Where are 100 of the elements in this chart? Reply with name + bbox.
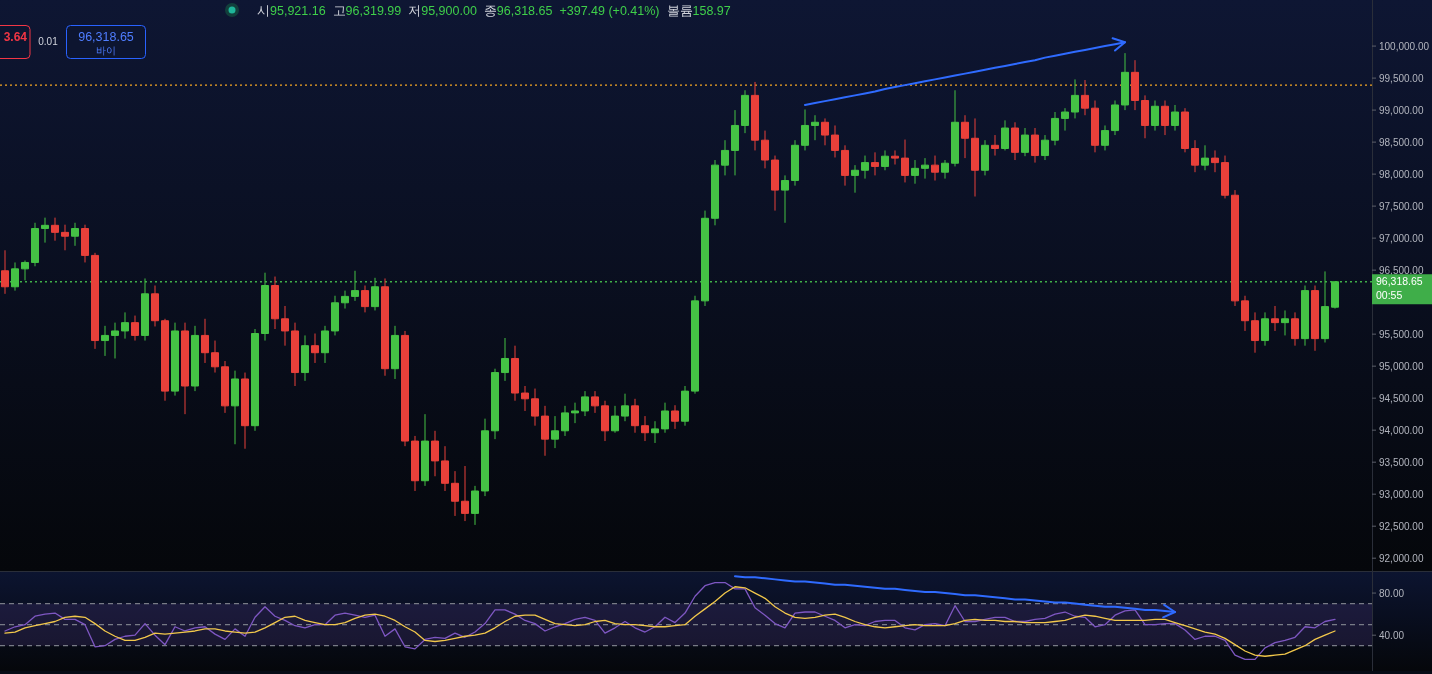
candlestick (1231, 189, 1239, 307)
candlestick (751, 81, 759, 151)
candlestick (481, 418, 489, 497)
candlestick (761, 130, 769, 169)
candlestick (111, 322, 119, 359)
candlestick (661, 402, 669, 434)
candlestick (241, 372, 249, 450)
candlestick (881, 149, 889, 171)
y-tick-label: 93,500.00 (1379, 456, 1424, 468)
candlestick (31, 222, 39, 267)
candlestick (781, 174, 789, 224)
annotation: 저 (408, 4, 422, 18)
candlestick (521, 385, 529, 412)
candlestick (681, 385, 689, 427)
candlestick (1101, 124, 1109, 151)
candlestick (941, 159, 949, 180)
candlestick (581, 390, 589, 417)
candlestick (1171, 104, 1179, 132)
candlestick (171, 322, 179, 397)
candlestick (411, 435, 419, 492)
annotation: 볼륨 (666, 4, 693, 18)
y-tick-label: 100,000.00 (1379, 40, 1430, 52)
candlestick (101, 325, 109, 357)
candlestick (51, 217, 59, 242)
candlestick (841, 144, 849, 187)
candlestick (731, 109, 739, 176)
candlestick (531, 388, 539, 427)
annotation: 96,318.65 (78, 30, 134, 44)
candlestick (711, 159, 719, 226)
candlestick (91, 252, 99, 350)
candlestick (471, 485, 479, 526)
candlestick (1291, 311, 1299, 347)
y-tick-label: 96,500.00 (1379, 264, 1424, 276)
candlestick (971, 117, 979, 198)
y-tick-label: 99,000.00 (1379, 104, 1424, 116)
candlestick (561, 405, 569, 437)
y-tick-label: 92,500.00 (1379, 520, 1424, 532)
annotation: 종 (483, 4, 497, 18)
candlestick (1241, 295, 1249, 332)
candlestick (1051, 111, 1059, 146)
annotation: 0.01 (38, 36, 59, 47)
y-tick-label: 99,500.00 (1379, 72, 1424, 84)
candlestick (431, 430, 439, 477)
candlestick (81, 224, 89, 263)
candlestick (281, 305, 289, 347)
candlestick (491, 368, 499, 440)
candlestick (211, 340, 219, 374)
candlestick (851, 164, 859, 194)
candlestick (911, 159, 919, 185)
candlestick (131, 315, 139, 342)
candlestick (291, 322, 299, 387)
candlestick (591, 390, 599, 414)
candlestick (151, 285, 159, 327)
candlestick (891, 149, 899, 166)
candlestick (341, 290, 349, 310)
candlestick (121, 311, 129, 340)
candlestick (901, 139, 909, 183)
candlestick (11, 261, 19, 292)
candlestick (1191, 139, 1199, 173)
y-tick-label: 93,000.00 (1379, 488, 1424, 500)
candlestick (261, 272, 269, 342)
candlestick (1021, 127, 1029, 157)
candlestick (551, 415, 559, 449)
candlestick (71, 222, 79, 247)
candlestick (1041, 134, 1049, 161)
candlestick (821, 117, 829, 146)
candlestick (461, 465, 469, 522)
candlestick (361, 285, 369, 313)
candlestick (1251, 311, 1259, 354)
candlestick (651, 420, 659, 444)
candlestick (321, 325, 329, 364)
candlestick (931, 155, 939, 182)
annotation: 95,900.00 (421, 4, 477, 18)
y-tick-label: 80.00 (1379, 587, 1405, 599)
y-tick-label: 98,500.00 (1379, 136, 1424, 148)
candlestick (1181, 107, 1189, 153)
candlestick (721, 139, 729, 176)
candlestick (1141, 94, 1149, 139)
candlestick (421, 413, 429, 487)
candlestick (41, 217, 49, 244)
candlestick (981, 139, 989, 176)
candlestick (301, 334, 309, 382)
candlestick (351, 270, 359, 302)
annotation: 158.97 (692, 4, 731, 18)
ref-line-label: 96,318.65 (1376, 275, 1423, 288)
candlestick (1071, 78, 1079, 119)
annotation: +397.49 (+0.41%) (559, 4, 660, 18)
candlestick (401, 330, 409, 447)
candlestick (511, 345, 519, 402)
candlestick (1081, 79, 1089, 116)
candlestick (441, 445, 449, 492)
candlestick (311, 333, 319, 364)
candlestick (1281, 309, 1289, 336)
candlestick (231, 370, 239, 445)
candlestick (1301, 285, 1309, 347)
candlestick (801, 108, 809, 151)
candlestick (1201, 144, 1209, 171)
candlestick (1121, 52, 1129, 111)
y-tick-label: 97,500.00 (1379, 200, 1424, 212)
annotation: 96,319.99 (345, 4, 402, 18)
